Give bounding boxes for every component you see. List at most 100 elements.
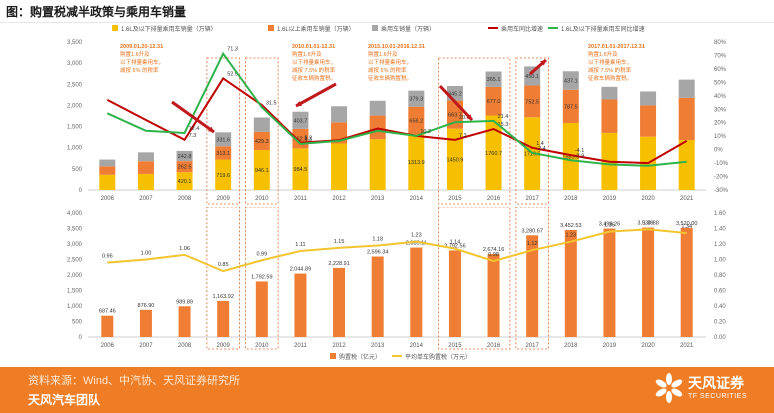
- x-tick-label: 2016: [487, 343, 501, 349]
- tax-bar: [410, 247, 423, 337]
- tax-bar-label: 989.89: [176, 299, 193, 305]
- bar-segment: [524, 85, 541, 118]
- line-value-label: 4.3: [304, 137, 312, 143]
- y-tick-label: 0: [79, 188, 83, 194]
- bar-segment: [408, 134, 425, 190]
- y2-tick-label: 30%: [714, 107, 727, 113]
- x-tick-label: 2009: [217, 196, 231, 202]
- policy-annotation-line: 以下排量乘用车，: [292, 58, 336, 66]
- policy-annotation-line: 2010.01.01-12.31: [292, 44, 335, 50]
- footer-bar: 资料来源：Wind、中汽协、天风证券研究所 天风汽车团队 天风证券 TF SEC…: [0, 367, 774, 413]
- sales-chart: 1.6L及以下排量乘用车销量（万辆） 1.6L以上乘用车销量（万辆） 乘用车销量（万…: [67, 25, 729, 205]
- avg-tax-label: 0.96: [102, 254, 113, 260]
- y-tick-label: 2,500: [67, 258, 83, 264]
- y2-tick-label: 0%: [714, 148, 723, 154]
- tax-bar: [680, 227, 693, 337]
- line-value-label: 10.2: [420, 129, 431, 135]
- bar-value-label: 656.2: [409, 119, 423, 125]
- policy-arrow-head-2: [466, 114, 472, 120]
- x-tick-label: 2010: [255, 343, 269, 349]
- x-tick-label: 2011: [294, 196, 308, 202]
- bar-value-label: 420.1: [178, 179, 192, 185]
- tax-bar-label: 1,792.59: [251, 274, 272, 280]
- x-tick-label: 2006: [101, 343, 115, 349]
- y-tick-label: 4,000: [67, 211, 83, 217]
- legend-label-2: 乘用车销量（万辆）: [381, 25, 435, 33]
- y2-tick-label: 0.80: [714, 273, 726, 279]
- legend-swatch-tax: [330, 353, 336, 359]
- x-tick-label: 2008: [178, 196, 192, 202]
- avg-tax-label: 1.18: [372, 237, 383, 243]
- bar-value-label: 1583.5: [562, 155, 579, 161]
- x-tick-label: 2012: [332, 196, 346, 202]
- policy-annotation-line: 以下排量乘用车，: [588, 58, 632, 66]
- bar-value-label: 403.7: [294, 118, 308, 124]
- y2-tick-label: 0.40: [714, 304, 726, 310]
- tax-bar-label: 2,596.34: [367, 250, 388, 256]
- y-tick-label: 3,500: [67, 40, 83, 46]
- bar-value-label: 379.3: [409, 97, 423, 103]
- x-tick-label: 2014: [410, 343, 424, 349]
- policy-annotation-line: 征收车辆购置税。: [588, 74, 632, 82]
- tax-bar: [178, 306, 191, 337]
- title-bar: 图：购置税减半政策与乘用车销量: [0, 0, 774, 23]
- logo-cn-text: 天风证券: [688, 375, 744, 391]
- x-tick-label: 2009: [217, 343, 231, 349]
- logo-en-text: TF SECURITIES: [688, 393, 748, 400]
- bar-segment: [292, 148, 309, 190]
- y2-tick-label: 0.60: [714, 289, 726, 295]
- line-value-label: 1.4: [536, 141, 544, 147]
- line-value-label: 7.3: [459, 133, 467, 139]
- bar-value-label: 752.5: [525, 99, 539, 105]
- y2-tick-label: 20%: [714, 121, 727, 127]
- bar-value-label: 1760.7: [485, 151, 502, 157]
- x-tick-label: 2018: [564, 196, 578, 202]
- x-tick-label: 2014: [410, 196, 424, 202]
- tax-bar: [139, 309, 152, 337]
- tax-bar-label: 2,228.91: [328, 261, 349, 267]
- policy-annotation-line: 购置1.6升及: [120, 50, 150, 58]
- tax-bar-label: 1,163.92: [212, 294, 233, 300]
- line-value-label: 31.5: [266, 100, 277, 106]
- x-tick-label: 2008: [178, 343, 192, 349]
- policy-annotation-line: 购置1.6升及: [588, 50, 618, 58]
- legend-label-avg: 平均单车购置税（万元）: [405, 353, 471, 361]
- tax-bar-label: 687.46: [99, 309, 116, 315]
- y2-tick-label: 0.20: [714, 320, 726, 326]
- y-tick-label: 1,000: [67, 304, 83, 310]
- avg-tax-label: 0.98: [488, 252, 499, 258]
- policy-arrow-head-0: [208, 126, 214, 132]
- bar-segment: [562, 123, 579, 190]
- line-value-label: -4.1: [575, 148, 584, 154]
- y2-tick-label: 40%: [714, 94, 727, 100]
- bar-value-label: 984.5: [294, 167, 308, 173]
- source-note: 资料来源：Wind、中汽协、天风证券研究所: [28, 375, 241, 387]
- bar-value-label: 345.2: [448, 91, 462, 97]
- bar-segment: [369, 100, 386, 116]
- y2-tick-label: 1.20: [714, 242, 726, 248]
- y-tick-label: 3,000: [67, 61, 83, 67]
- tax-bar: [371, 256, 384, 337]
- tax-bar: [217, 300, 230, 337]
- tax-bar-label: 2,674.16: [483, 247, 504, 253]
- bar-segment: [137, 173, 154, 190]
- bar-segment: [640, 91, 657, 106]
- policy-annotation-line: 减按 7.5% 的税率: [588, 66, 632, 74]
- policy-arrow-2: [438, 84, 474, 122]
- line-value-label: 15.3: [498, 122, 509, 128]
- line-value-label: 5.2: [304, 136, 312, 142]
- yoy-line-1: [106, 51, 687, 167]
- bar-value-label: 462.7: [294, 137, 308, 143]
- tax-bar: [333, 267, 346, 337]
- avg-tax-label: 1.11: [295, 242, 305, 248]
- x-tick-label: 2019: [603, 196, 617, 202]
- y2-tick-label: 10%: [714, 134, 727, 140]
- bar-segment: [678, 79, 695, 98]
- bar-segment: [99, 166, 116, 175]
- bar-segment: [215, 159, 232, 190]
- bar-segment: [640, 105, 657, 137]
- logo-icon: [655, 373, 683, 403]
- line-value-label: 20.4: [459, 115, 470, 121]
- bar-value-label: 331.6: [216, 137, 230, 143]
- bar-segment: [601, 86, 618, 100]
